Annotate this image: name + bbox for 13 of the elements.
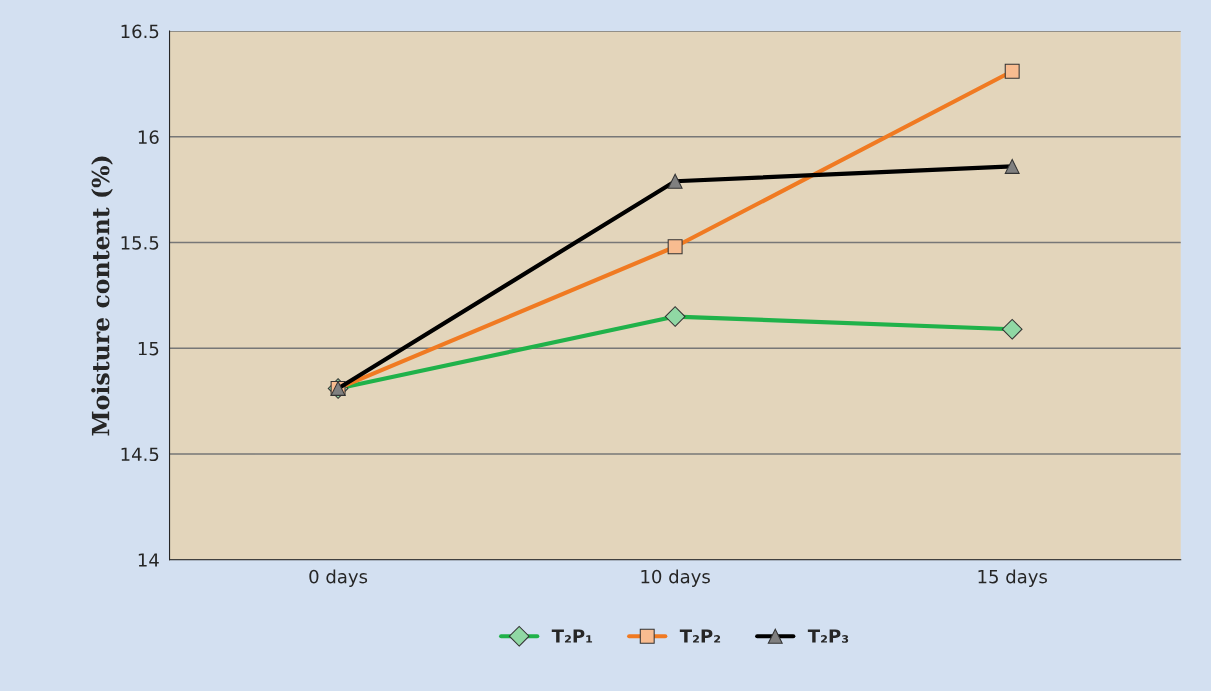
y-tick-label: 15 — [138, 341, 159, 356]
y-tick-label: 16 — [138, 130, 159, 144]
y-axis-title: Moisture content (%) — [91, 156, 113, 436]
y-tick-label: 14 — [138, 553, 159, 567]
legend-label: T₂P₂ — [679, 629, 721, 643]
y-tick-label: 16.5 — [121, 24, 159, 39]
x-tick-label: 15 days — [978, 569, 1047, 587]
legend-label: T₂P₃ — [807, 629, 849, 643]
x-tick-label: 0 days — [309, 569, 368, 587]
y-tick-label: 15.5 — [121, 236, 159, 250]
y-tick-label: 14.5 — [121, 447, 159, 462]
x-tick-label: 10 days — [641, 569, 710, 587]
legend-label: T₂P₁ — [551, 629, 593, 643]
